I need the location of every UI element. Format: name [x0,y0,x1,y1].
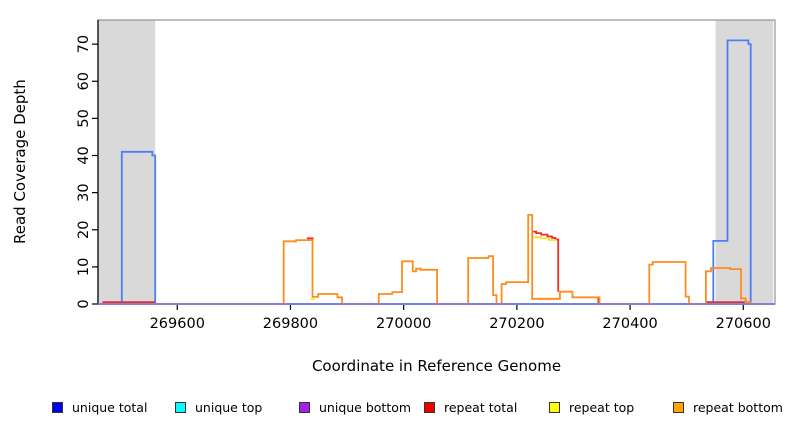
legend-label: unique bottom [319,399,412,415]
y-tick-label: 30 [76,183,92,201]
legend-item-unique-bottom: unique bottom [299,398,411,416]
x-tick-label: 270000 [376,316,431,332]
legend-label: unique total [72,399,148,415]
legend: unique total unique top unique bottom repea… [0,398,792,418]
legend-item-repeat-bottom: repeat bottom [673,398,783,416]
legend-label: repeat bottom [693,399,783,415]
legend-label: repeat top [569,399,635,415]
x-tick-label: 270200 [489,316,544,332]
y-tick-label: 20 [76,221,92,239]
legend-swatch-unique-total [52,401,63,413]
legend-item-unique-top: unique top [175,398,262,416]
y-tick-label: 10 [76,258,92,276]
y-tick-label: 60 [76,72,92,90]
legend-item-repeat-total: repeat total [424,398,517,416]
y-tick-label: 50 [76,109,92,127]
series-repeat-top [532,236,557,242]
legend-swatch-repeat-bottom [673,401,684,413]
y-tick-label: 40 [76,146,92,164]
x-tick-label: 270400 [602,316,657,332]
legend-item-unique-total: unique total [52,398,147,416]
legend-swatch-repeat-total [424,401,435,413]
y-tick-label: 70 [76,35,92,53]
series-unique-total [98,39,775,305]
legend-label: repeat total [444,399,518,415]
legend-label: unique top [195,399,263,415]
repeat-region-left [98,20,156,304]
legend-swatch-unique-bottom [299,401,310,413]
x-tick-label: 269600 [150,316,205,332]
x-tick-label: 269800 [263,316,318,332]
legend-item-repeat-top: repeat top [549,398,634,416]
legend-swatch-repeat-top [549,401,560,413]
y-axis-label: Read Coverage Depth [11,79,29,244]
x-tick-label: 270600 [716,316,771,332]
legend-swatch-unique-top [175,401,186,413]
repeat-region-right [715,20,774,304]
x-axis-label: Coordinate in Reference Genome [311,357,562,375]
y-tick-label: 0 [76,299,92,308]
series-repeat-bottom [98,213,775,305]
